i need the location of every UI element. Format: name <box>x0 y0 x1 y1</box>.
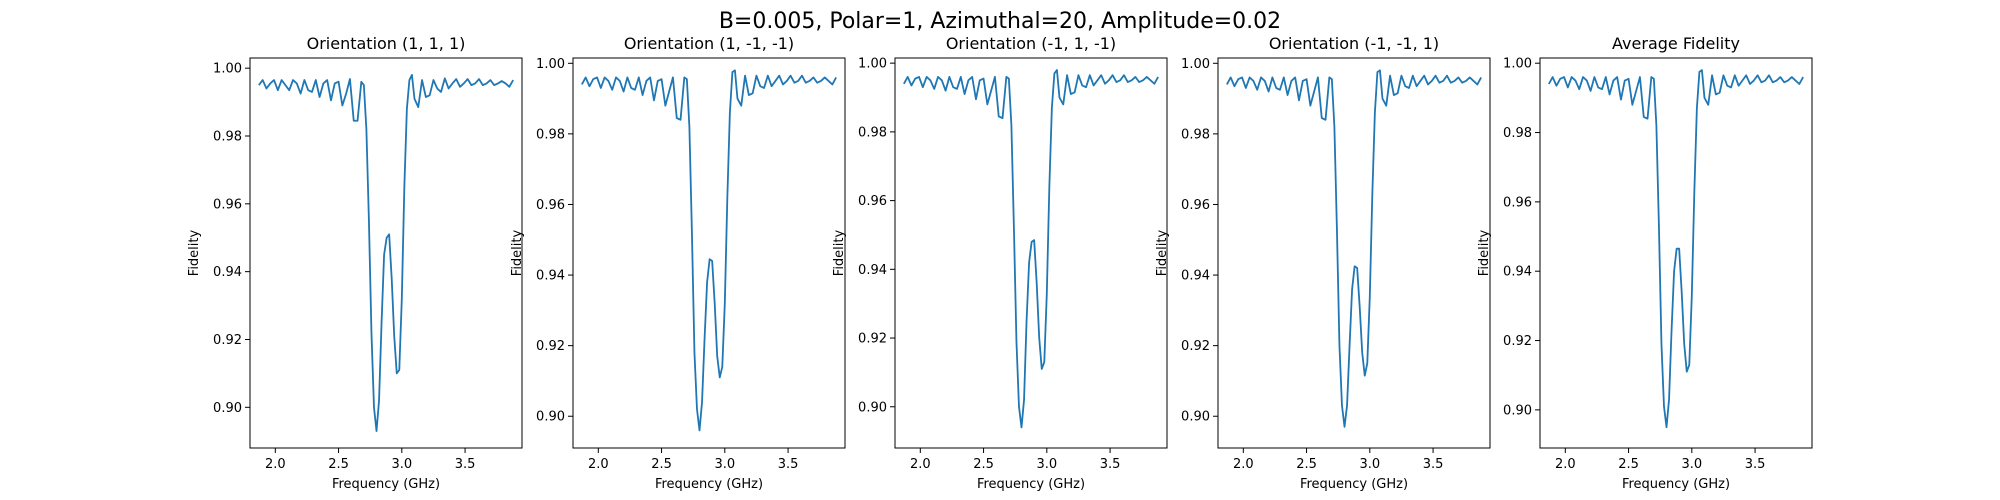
x-tick-label: 2.5 <box>328 457 349 472</box>
figure-suptitle: B=0.005, Polar=1, Azimuthal=20, Amplitud… <box>719 9 1281 34</box>
subplot-title: Orientation (-1, 1, -1) <box>946 34 1116 53</box>
subplot-3: 2.0 2.5 3.0 3.5 0.90 0.92 0.94 0.96 0.98 1.00 Orie… <box>832 34 1168 492</box>
fidelity-line <box>1548 69 1804 429</box>
y-axis-label: Fidelity <box>832 229 847 276</box>
y-axis-label: Fidelity <box>1477 229 1492 276</box>
y-tick-label: 0.90 <box>1181 410 1210 425</box>
y-axis-label: Fidelity <box>510 229 525 276</box>
x-tick-label: 2.5 <box>651 457 672 472</box>
x-tick-label: 3.5 <box>1100 457 1121 472</box>
x-tick-label: 2.0 <box>910 457 931 472</box>
x-tick-label: 2.5 <box>973 457 994 472</box>
x-tick-label: 3.5 <box>778 457 799 472</box>
y-tick-label: 0.98 <box>1503 126 1532 141</box>
x-axis-label: Frequency (GHz) <box>332 477 440 492</box>
y-tick-label: 0.96 <box>1503 195 1532 210</box>
x-tick-label: 3.0 <box>1036 457 1057 472</box>
x-axis-label: Frequency (GHz) <box>1300 477 1408 492</box>
x-tick-label: 3.0 <box>1681 457 1702 472</box>
y-tick-label: 1.00 <box>1181 57 1210 72</box>
y-tick-label: 0.98 <box>213 130 242 145</box>
axes-frame <box>1217 57 1491 449</box>
subplot-panels: 2.0 2.5 3.0 3.5 0.90 0.92 0.94 0.96 0.98 1.00 Orie… <box>187 34 1813 492</box>
y-tick-label: 0.98 <box>1181 127 1210 142</box>
x-tick-label: 3.5 <box>1423 457 1444 472</box>
subplot-4: 2.0 2.5 3.0 3.5 0.90 0.92 0.94 0.96 0.98 1.00 Orie… <box>1155 34 1491 492</box>
y-tick-label: 0.96 <box>1181 198 1210 213</box>
axes-frame <box>572 57 846 449</box>
subplot-title: Orientation (1, 1, 1) <box>307 34 466 53</box>
y-tick-label: 0.98 <box>536 127 565 142</box>
y-tick-label: 0.94 <box>213 265 242 280</box>
y-tick-label: 0.96 <box>858 194 887 209</box>
x-tick-label: 2.5 <box>1296 457 1317 472</box>
x-axis-label: Frequency (GHz) <box>655 477 763 492</box>
y-axis-label: Fidelity <box>187 229 202 276</box>
y-tick-label: 1.00 <box>858 57 887 72</box>
axes-frame <box>1539 57 1813 449</box>
fidelity-line <box>903 69 1159 429</box>
y-tick-label: 1.00 <box>213 62 242 77</box>
y-tick-label: 0.96 <box>536 198 565 213</box>
y-tick-label: 0.98 <box>858 125 887 140</box>
subplot-title: Average Fidelity <box>1612 34 1740 53</box>
x-tick-label: 2.0 <box>265 457 286 472</box>
fidelity-line <box>258 74 514 432</box>
x-tick-label: 3.0 <box>714 457 735 472</box>
y-tick-label: 0.90 <box>213 401 242 416</box>
y-tick-label: 0.92 <box>536 339 565 354</box>
x-axis-label: Frequency (GHz) <box>1622 477 1730 492</box>
y-tick-label: 0.92 <box>1503 334 1532 349</box>
y-tick-label: 0.90 <box>858 400 887 415</box>
x-tick-label: 2.5 <box>1618 457 1639 472</box>
subplot-1: 2.0 2.5 3.0 3.5 0.90 0.92 0.94 0.96 0.98 1.00 Orie… <box>187 34 523 492</box>
y-tick-label: 0.96 <box>213 197 242 212</box>
y-tick-label: 0.92 <box>1181 339 1210 354</box>
y-tick-label: 0.94 <box>858 263 887 278</box>
x-axis-label: Frequency (GHz) <box>977 477 1085 492</box>
y-tick-label: 0.92 <box>213 333 242 348</box>
x-tick-label: 3.0 <box>1359 457 1380 472</box>
subplot-5: 2.0 2.5 3.0 3.5 0.90 0.92 0.94 0.96 0.98 1.00 Aver… <box>1477 34 1813 492</box>
subplot-title: Orientation (-1, -1, 1) <box>1269 34 1439 53</box>
y-tick-label: 0.94 <box>1503 265 1532 280</box>
x-tick-label: 3.5 <box>1745 457 1766 472</box>
subplot-title: Orientation (1, -1, -1) <box>624 34 794 53</box>
y-tick-label: 0.90 <box>1503 403 1532 418</box>
y-tick-label: 0.94 <box>536 269 565 284</box>
y-tick-label: 0.92 <box>858 332 887 347</box>
y-tick-label: 0.94 <box>1181 269 1210 284</box>
fidelity-line <box>581 69 837 432</box>
axes-frame <box>894 57 1168 449</box>
x-tick-label: 2.0 <box>588 457 609 472</box>
y-tick-label: 1.00 <box>1503 57 1532 72</box>
x-tick-label: 2.0 <box>1555 457 1576 472</box>
x-tick-label: 3.0 <box>391 457 412 472</box>
axes-frame <box>249 57 523 449</box>
x-tick-label: 3.5 <box>455 457 476 472</box>
fidelity-line <box>1226 69 1482 428</box>
y-axis-label: Fidelity <box>1155 229 1170 276</box>
subplot-2: 2.0 2.5 3.0 3.5 0.90 0.92 0.94 0.96 0.98 1.00 Orie… <box>510 34 846 492</box>
y-tick-label: 0.90 <box>536 410 565 425</box>
y-tick-label: 1.00 <box>536 57 565 72</box>
x-tick-label: 2.0 <box>1233 457 1254 472</box>
